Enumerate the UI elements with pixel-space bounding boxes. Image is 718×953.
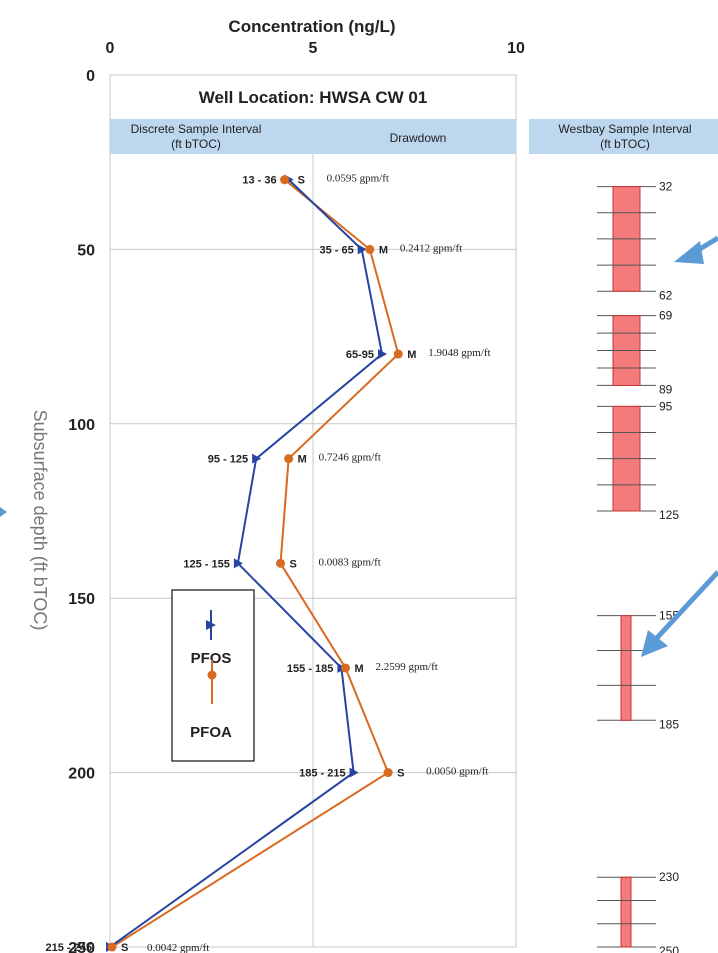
legend-pfos-label: PFOS xyxy=(191,650,232,667)
interval-drawdown: 2.2599 gpm/ft xyxy=(375,661,437,673)
data-point-pfoa xyxy=(107,942,117,952)
westbay-interval: 69 89 xyxy=(597,309,673,396)
westbay-bottom-label: 250 xyxy=(659,944,679,953)
series-markers xyxy=(106,174,403,952)
legend-pfoa-label: PFOA xyxy=(190,724,232,741)
interval-code: M xyxy=(354,663,363,675)
westbay-top-label: 69 xyxy=(659,309,673,323)
interval-label: 215 - 245 xyxy=(46,942,92,953)
interval-code: S xyxy=(298,175,305,187)
legend-pfos-marker xyxy=(206,620,216,630)
arrow-upper-head xyxy=(674,241,704,264)
westbay-top-label: 32 xyxy=(659,180,673,194)
arrow-left-edge xyxy=(0,507,7,517)
interval-label: 35 - 65 xyxy=(319,244,353,256)
y-tick-label: 100 xyxy=(68,417,95,434)
x-tick-label: 10 xyxy=(507,40,525,57)
westbay-header-band xyxy=(529,119,718,154)
chart-title: Well Location: HWSA CW 01 xyxy=(199,88,428,107)
legend-pfoa-marker xyxy=(207,670,217,680)
interval-label: 155 - 185 xyxy=(287,663,333,675)
arrow-lower xyxy=(653,570,718,642)
interval-drawdown: 0.0050 gpm/ft xyxy=(426,766,488,778)
series-line-pfoa xyxy=(111,178,400,948)
interval-label: 65-95 xyxy=(346,349,374,361)
x-axis-title: Concentration (ng/L) xyxy=(228,17,395,36)
y-axis-title: Subsurface depth (ft bTOC) xyxy=(30,410,50,631)
westbay-bottom-label: 89 xyxy=(659,382,673,396)
interval-code: M xyxy=(298,454,307,466)
interval-code: M xyxy=(379,244,388,256)
legend: PFOS PFOA xyxy=(171,589,255,762)
data-point-pfos xyxy=(233,558,243,569)
interval-drawdown: 1.9048 gpm/ft xyxy=(428,347,490,359)
data-point-pfoa xyxy=(276,558,286,568)
data-point-pfoa xyxy=(383,768,393,778)
interval-drawdown: 0.0042 gpm/ft xyxy=(147,942,209,953)
series-lines xyxy=(109,178,400,948)
westbay-bottom-label: 62 xyxy=(659,288,673,302)
data-point-pfos xyxy=(357,244,367,255)
interval-code: S xyxy=(290,558,297,570)
interval-drawdown: 0.0595 gpm/ft xyxy=(327,173,389,185)
interval-drawdown: 0.7246 gpm/ft xyxy=(319,452,381,464)
y-tick-labels: 0 50 100 150 200 250 xyxy=(68,68,95,953)
westbay-top-label: 230 xyxy=(659,870,679,884)
arrow-lower-head xyxy=(641,630,668,657)
westbay-top-label: 95 xyxy=(659,399,673,413)
data-point-pfos xyxy=(252,453,262,464)
data-point-pfoa xyxy=(280,175,290,185)
westbay-panel: Westbay Sample Interval (ft bTOC) 32 62 69 8… xyxy=(529,119,718,953)
y-tick-label: 150 xyxy=(68,591,95,608)
westbay-packer xyxy=(620,876,632,948)
data-point-pfos xyxy=(378,349,388,360)
plot-area: 0 50 100 150 200 250 Well Location: HWSA CW 0… xyxy=(46,68,517,953)
interval-drawdown: 0.0083 gpm/ft xyxy=(319,556,381,568)
column-header-band xyxy=(110,119,516,154)
data-point-pfos xyxy=(349,767,359,778)
x-tick-label: 5 xyxy=(309,40,318,57)
data-point-pfoa xyxy=(393,349,403,359)
interval-code: S xyxy=(397,768,404,780)
annotation-arrows xyxy=(0,235,718,657)
x-tick-label: 0 xyxy=(106,40,115,57)
y-tick-label: 50 xyxy=(77,242,95,259)
westbay-interval: 95 125 xyxy=(597,399,679,522)
series-line-pfos xyxy=(109,178,384,948)
header-drawdown: Drawdown xyxy=(390,131,447,145)
header-discrete-interval: Discrete Sample Interval (ft bTOC) xyxy=(131,122,262,151)
interval-code: M xyxy=(407,349,416,361)
interval-drawdown: 0.2412 gpm/ft xyxy=(400,242,462,254)
westbay-bottom-label: 185 xyxy=(659,717,679,731)
interval-label: 95 - 125 xyxy=(208,454,248,466)
westbay-bottom-label: 125 xyxy=(659,508,679,522)
westbay-interval: 32 62 xyxy=(597,180,673,302)
interval-code: S xyxy=(121,942,128,953)
westbay-interval: 230 250 xyxy=(597,870,679,953)
x-tick-labels: 0 5 10 xyxy=(106,40,525,57)
westbay-packer xyxy=(620,615,632,721)
data-point-pfoa xyxy=(284,454,294,464)
y-tick-label: 0 xyxy=(86,68,95,85)
interval-label: 13 - 36 xyxy=(242,175,276,187)
y-tick-label: 200 xyxy=(68,766,95,783)
y-tick-label: 250 xyxy=(68,940,95,953)
interval-label: 125 - 155 xyxy=(183,558,229,570)
westbay-header: Westbay Sample Interval (ft bTOC) xyxy=(558,122,691,151)
interval-labels: 13 - 36 S 0.0595 gpm/ft 35 - 65 M 0.2412 gpm/… xyxy=(46,173,491,953)
interval-label: 185 - 215 xyxy=(299,768,345,780)
data-point-pfoa xyxy=(340,663,350,673)
data-point-pfoa xyxy=(365,244,375,254)
